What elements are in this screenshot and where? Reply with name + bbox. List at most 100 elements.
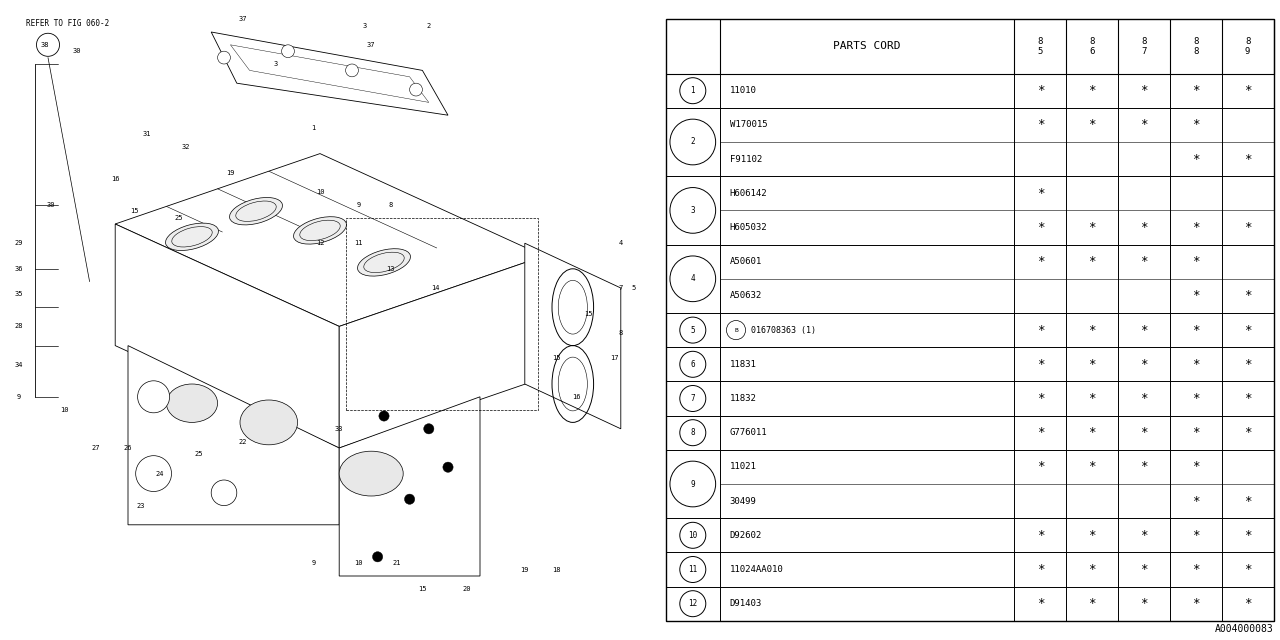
Text: 5: 5 [690, 326, 695, 335]
Text: *: * [1192, 255, 1199, 268]
Text: *: * [1037, 221, 1044, 234]
Ellipse shape [229, 198, 283, 225]
Text: 19: 19 [521, 566, 529, 573]
Text: 31: 31 [143, 131, 151, 138]
Text: 16: 16 [572, 394, 580, 400]
Text: *: * [1192, 221, 1199, 234]
Text: 11024AA010: 11024AA010 [730, 565, 783, 574]
Text: 3: 3 [690, 206, 695, 215]
Text: *: * [1244, 358, 1252, 371]
Text: 1: 1 [690, 86, 695, 95]
Text: *: * [1244, 84, 1252, 97]
Text: B: B [735, 328, 737, 333]
Text: *: * [1037, 255, 1044, 268]
Text: *: * [1088, 324, 1096, 337]
Text: *: * [1140, 426, 1148, 439]
Text: *: * [1037, 118, 1044, 131]
Text: *: * [1192, 597, 1199, 610]
Text: 13: 13 [387, 266, 394, 272]
Circle shape [410, 83, 422, 96]
Text: W170015: W170015 [730, 120, 767, 129]
Text: D92602: D92602 [730, 531, 762, 540]
Text: 15: 15 [585, 310, 593, 317]
Text: H605032: H605032 [730, 223, 767, 232]
Text: 30499: 30499 [730, 497, 756, 506]
Ellipse shape [241, 400, 298, 445]
Text: 15: 15 [553, 355, 561, 362]
Text: *: * [1037, 392, 1044, 405]
Text: 23: 23 [137, 502, 145, 509]
Text: *: * [1140, 358, 1148, 371]
Text: 25: 25 [175, 214, 183, 221]
Text: *: * [1037, 597, 1044, 610]
Text: 14: 14 [431, 285, 439, 291]
Text: 8
6: 8 6 [1089, 37, 1094, 56]
Ellipse shape [357, 249, 411, 276]
Text: *: * [1140, 460, 1148, 474]
Text: *: * [1244, 392, 1252, 405]
Text: 1: 1 [311, 125, 316, 131]
Text: *: * [1037, 529, 1044, 542]
Text: A004000083: A004000083 [1215, 623, 1274, 634]
Text: *: * [1244, 597, 1252, 610]
Text: *: * [1140, 597, 1148, 610]
Text: 11: 11 [689, 565, 698, 574]
Text: 26: 26 [124, 445, 132, 451]
Text: 11021: 11021 [730, 463, 756, 472]
Text: *: * [1088, 597, 1096, 610]
Text: *: * [1037, 187, 1044, 200]
Text: 7: 7 [618, 285, 623, 291]
Text: 10: 10 [60, 406, 68, 413]
Text: *: * [1037, 426, 1044, 439]
Text: 6: 6 [690, 360, 695, 369]
Text: 33: 33 [335, 426, 343, 432]
Text: 12: 12 [689, 599, 698, 608]
Text: 016708363 (1): 016708363 (1) [750, 326, 815, 335]
Text: *: * [1140, 221, 1148, 234]
Circle shape [136, 456, 172, 492]
Text: *: * [1140, 118, 1148, 131]
Text: *: * [1244, 324, 1252, 337]
Text: 37: 37 [239, 16, 247, 22]
Text: *: * [1192, 289, 1199, 303]
Text: 9: 9 [17, 394, 22, 400]
Text: *: * [1140, 563, 1148, 576]
Text: 9: 9 [311, 560, 316, 566]
Text: 4: 4 [618, 240, 623, 246]
Text: 2: 2 [426, 22, 431, 29]
Text: *: * [1244, 221, 1252, 234]
Text: *: * [1088, 563, 1096, 576]
Polygon shape [339, 397, 480, 576]
Text: *: * [1192, 152, 1199, 166]
Text: 16: 16 [111, 176, 119, 182]
Circle shape [404, 494, 415, 504]
Text: 11: 11 [355, 240, 362, 246]
Text: *: * [1037, 358, 1044, 371]
Text: *: * [1088, 221, 1096, 234]
Ellipse shape [165, 223, 219, 250]
Text: 24: 24 [156, 470, 164, 477]
Text: 9: 9 [690, 479, 695, 488]
Circle shape [346, 64, 358, 77]
Text: 35: 35 [15, 291, 23, 298]
Text: 2: 2 [690, 138, 695, 147]
Text: *: * [1088, 84, 1096, 97]
Text: 9: 9 [356, 202, 361, 208]
Text: H606142: H606142 [730, 189, 767, 198]
Circle shape [211, 480, 237, 506]
Text: 10: 10 [316, 189, 324, 195]
Text: *: * [1088, 529, 1096, 542]
Text: 34: 34 [15, 362, 23, 368]
Text: *: * [1192, 392, 1199, 405]
Text: *: * [1037, 563, 1044, 576]
Text: 37: 37 [367, 42, 375, 48]
Text: 28: 28 [15, 323, 23, 330]
Text: *: * [1244, 152, 1252, 166]
Text: 8
7: 8 7 [1142, 37, 1147, 56]
Text: A50601: A50601 [730, 257, 762, 266]
Text: *: * [1140, 324, 1148, 337]
Polygon shape [115, 224, 339, 448]
Text: *: * [1244, 495, 1252, 508]
Text: 15: 15 [419, 586, 426, 592]
Text: 18: 18 [553, 566, 561, 573]
